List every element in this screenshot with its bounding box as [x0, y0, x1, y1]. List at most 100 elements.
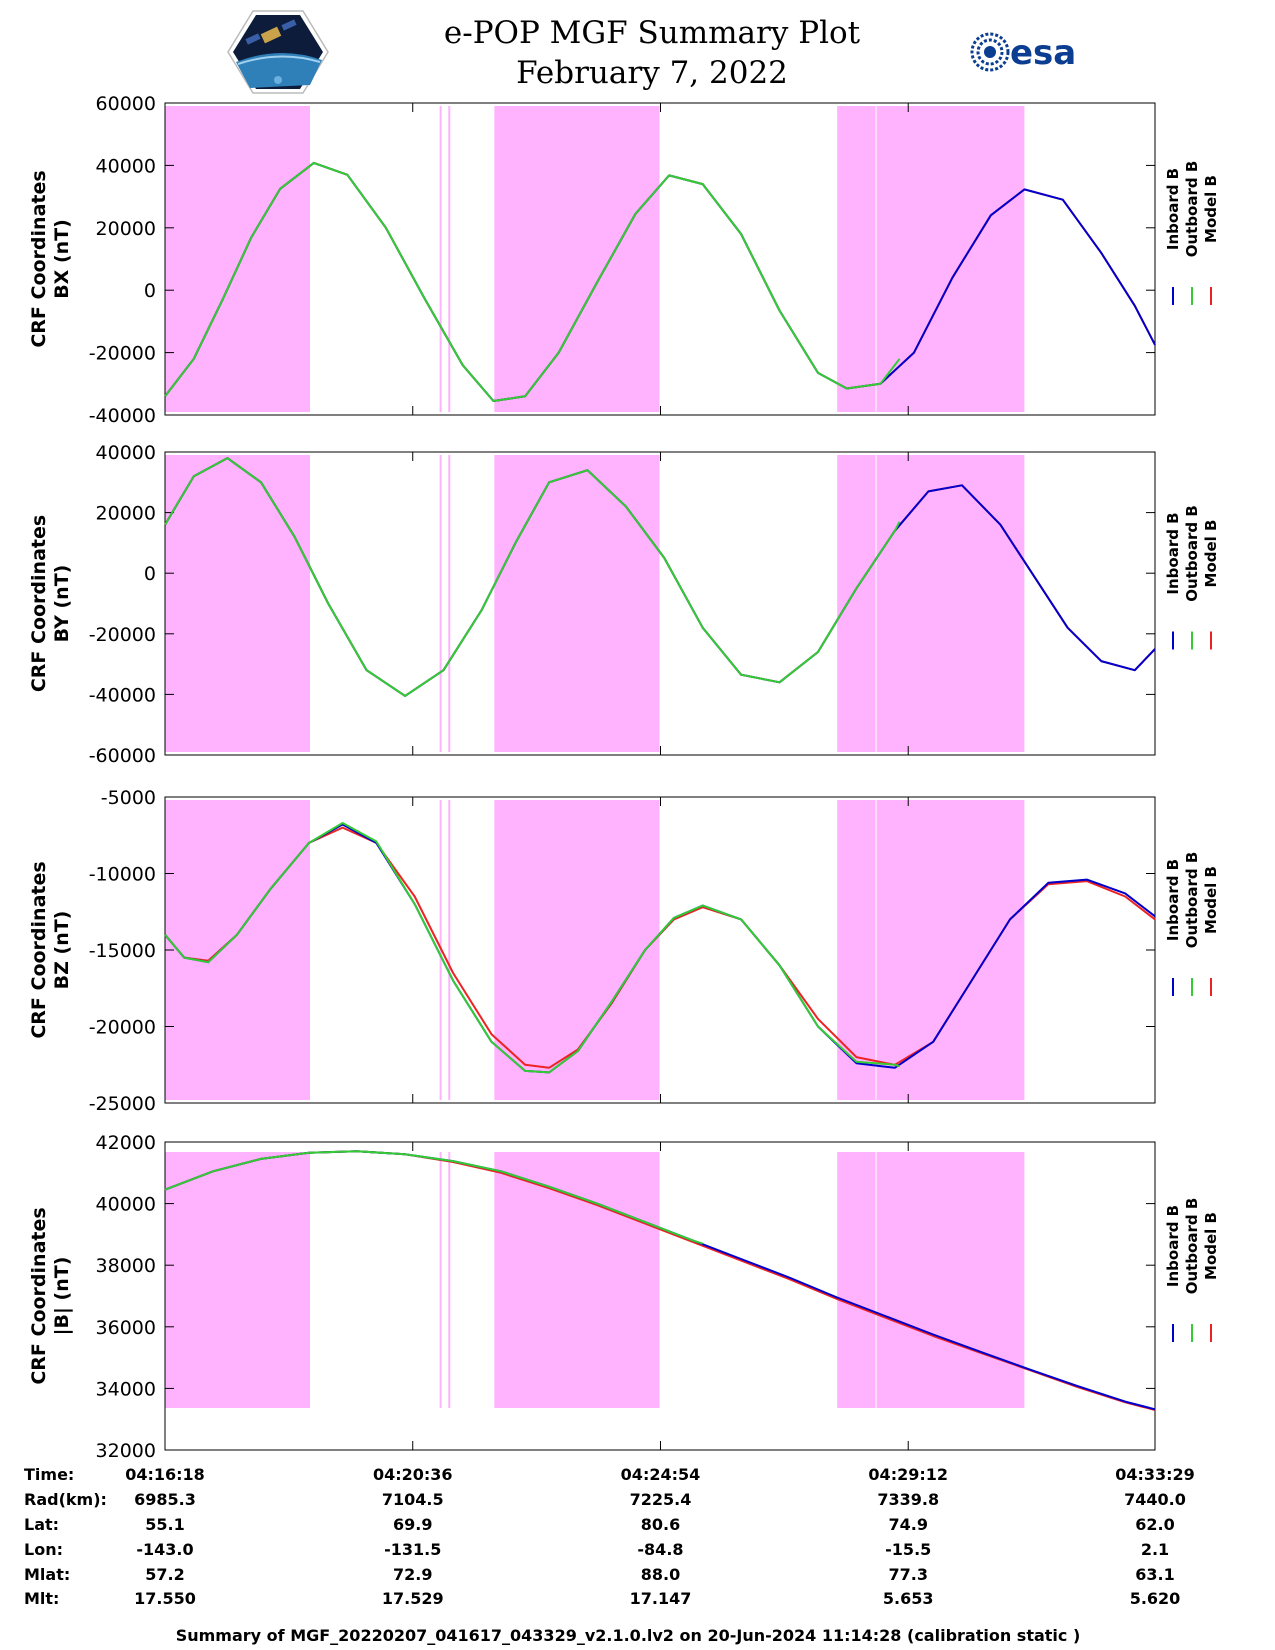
legend-label: Inboard B: [1164, 168, 1182, 250]
shaded-interval: [837, 106, 876, 412]
y-tick-label: 20000: [96, 503, 156, 525]
shaded-interval: [876, 1152, 1025, 1408]
y-tick-label: 40000: [96, 155, 156, 177]
info-cell: 88.0: [641, 1565, 680, 1584]
info-row-label: Mlt:: [24, 1589, 59, 1608]
y-tick-label: 38000: [96, 1255, 156, 1277]
y-tick-label: -10000: [89, 864, 156, 886]
y-tick-label: -15000: [89, 940, 156, 962]
info-cell: 04:33:29: [1115, 1465, 1195, 1484]
shaded-interval: [494, 1152, 660, 1408]
y-tick-label: -40000: [89, 405, 156, 427]
info-cell: 5.620: [1130, 1589, 1181, 1608]
shaded-interval: [494, 800, 660, 1100]
shaded-interval: [165, 1152, 310, 1408]
info-cell: 7339.8: [877, 1490, 939, 1509]
chart-title-line2: February 7, 2022: [516, 55, 788, 91]
y-tick-label: -25000: [89, 1093, 156, 1115]
info-cell: 04:29:12: [868, 1465, 948, 1484]
info-cell: 7225.4: [630, 1490, 692, 1509]
info-cell: 04:20:36: [373, 1465, 453, 1484]
y-tick-label: 36000: [96, 1317, 156, 1339]
info-cell: 04:16:18: [125, 1465, 205, 1484]
legend-label: Outboard B: [1183, 1198, 1201, 1295]
info-row-label: Lat:: [24, 1515, 59, 1534]
y-axis-label: CRF Coordinates|B| (nT): [28, 1207, 73, 1384]
y-tick-label: -20000: [89, 343, 156, 365]
shaded-interval: [837, 455, 876, 752]
esa-logo-icon: [970, 32, 1010, 72]
shaded-interval: [448, 1152, 451, 1408]
shaded-interval: [837, 1152, 876, 1408]
y-axis-label: CRF CoordinatesBZ (nT): [28, 861, 73, 1038]
info-cell: 04:24:54: [621, 1465, 701, 1484]
info-cell: 74.9: [888, 1515, 927, 1534]
series-outboard-b: [164, 822, 900, 1074]
series-outboard-b: [164, 161, 901, 402]
shaded-interval: [494, 106, 660, 412]
shaded-interval: [439, 455, 442, 752]
info-row-label: Rad(km):: [24, 1490, 107, 1509]
info-cell: 17.529: [382, 1589, 444, 1608]
legend-label: Model B: [1202, 175, 1220, 243]
legend-label: Inboard B: [1164, 1205, 1182, 1287]
shaded-interval: [837, 800, 876, 1100]
info-cell: 17.147: [630, 1589, 692, 1608]
y-tick-label: -20000: [89, 624, 156, 646]
y-tick-label: -5000: [101, 787, 156, 809]
info-cell: 17.550: [134, 1589, 196, 1608]
y-axis-label: CRF CoordinatesBY (nT): [28, 515, 73, 692]
info-cell: 72.9: [393, 1565, 432, 1584]
y-tick-label: -20000: [89, 1017, 156, 1039]
series-outboard-b: [164, 457, 901, 697]
series-outboard-b: [164, 1150, 703, 1245]
panel-bz: -5000 -10000 -15000 -20000 -25000 CRF Coordin…: [28, 787, 1220, 1115]
legend-label: Outboard B: [1183, 161, 1201, 258]
header: e-POP MGF Summary Plot February 7, 2022 …: [227, 10, 1076, 94]
shaded-interval: [448, 106, 451, 412]
y-tick-label: 34000: [96, 1378, 156, 1400]
footer-summary: Summary of MGF_20220207_041617_043329_v2…: [176, 1626, 1081, 1645]
y-tick-label: 60000: [96, 93, 156, 115]
info-cell: 77.3: [888, 1565, 927, 1584]
info-row-label: Lon:: [24, 1540, 63, 1559]
legend-label: Outboard B: [1183, 505, 1201, 602]
y-tick-label: -40000: [89, 684, 156, 706]
satellite-badge-icon: [227, 10, 329, 94]
shaded-interval: [448, 800, 451, 1100]
shaded-interval: [165, 455, 310, 752]
info-cell: 63.1: [1135, 1565, 1174, 1584]
y-axis-label: CRF CoordinatesBX (nT): [28, 170, 73, 347]
shaded-interval: [876, 455, 1025, 752]
legend-label: Model B: [1202, 520, 1220, 588]
info-cell: 80.6: [641, 1515, 680, 1534]
info-cell: 62.0: [1135, 1515, 1174, 1534]
y-tick-label: 20000: [96, 218, 156, 240]
info-cell: 7440.0: [1124, 1490, 1186, 1509]
esa-logo-text: esa: [1010, 33, 1076, 73]
legend-label: Inboard B: [1164, 512, 1182, 594]
info-cell: -143.0: [136, 1540, 193, 1559]
info-cell: -131.5: [384, 1540, 441, 1559]
legend-label: Model B: [1202, 1212, 1220, 1280]
shaded-interval: [165, 106, 310, 412]
info-cell: -15.5: [885, 1540, 931, 1559]
shaded-interval: [494, 455, 660, 752]
info-cell: -84.8: [637, 1540, 683, 1559]
y-tick-label: 32000: [96, 1440, 156, 1462]
panel-by: 40000 20000 0 -20000 -40000 -60000 CRF Coordin…: [28, 442, 1220, 767]
shaded-interval: [439, 106, 442, 412]
y-tick-label: 0: [144, 280, 156, 302]
info-cell: 55.1: [145, 1515, 184, 1534]
y-tick-label: 0: [144, 563, 156, 585]
panel-bmag: 42000 40000 38000 36000 34000 32000 CRF Coordi…: [28, 1132, 1220, 1462]
orbit-info-table: Time: Rad(km): Lat: Lon: Mlat: Mlt: 04:16:18 69…: [24, 1465, 1195, 1608]
y-tick-label: 42000: [96, 1132, 156, 1154]
shaded-interval: [876, 106, 1025, 412]
panel-bx: 60000 40000 20000 0 -20000 -40000 CRF Coordina…: [28, 93, 1220, 427]
shaded-interval: [165, 800, 310, 1100]
info-row-label: Mlat:: [24, 1565, 70, 1584]
chart-title-line1: e-POP MGF Summary Plot: [444, 15, 861, 51]
info-cell: 6985.3: [134, 1490, 196, 1509]
